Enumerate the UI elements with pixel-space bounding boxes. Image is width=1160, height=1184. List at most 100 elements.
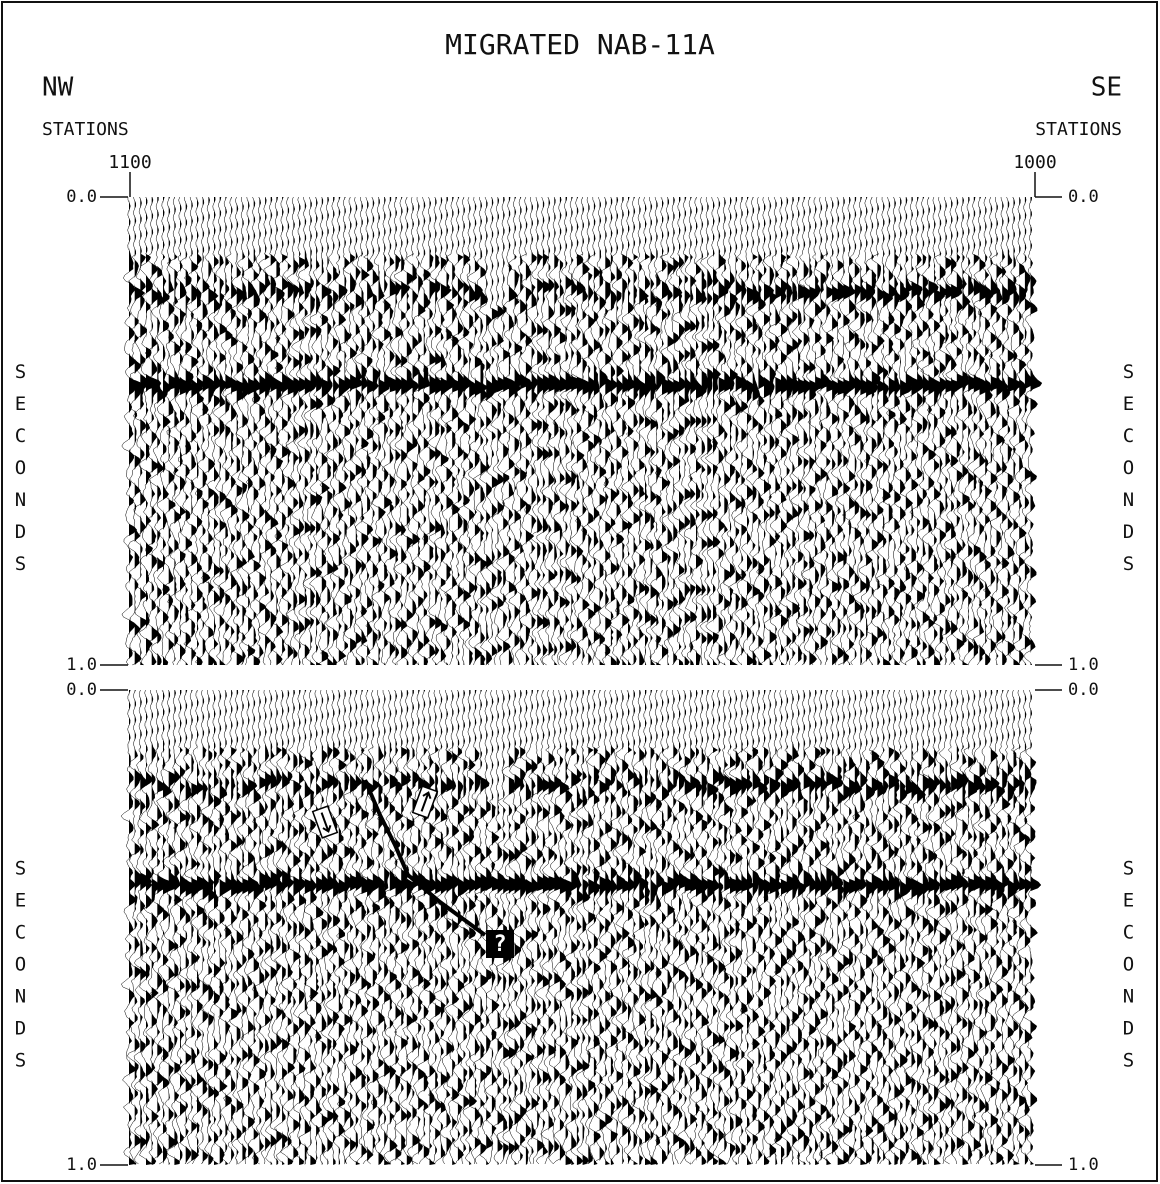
trace-fill — [832, 197, 843, 665]
trace — [598, 689, 615, 1165]
trace — [506, 689, 525, 1165]
trace — [801, 196, 820, 666]
trace-fill — [270, 197, 283, 665]
trace — [909, 196, 926, 666]
trace — [166, 689, 183, 1165]
trace — [196, 689, 213, 1165]
trace — [972, 196, 995, 666]
trace-fill — [883, 690, 891, 1165]
trace — [949, 689, 969, 1165]
trace — [309, 689, 328, 1165]
trace-fill — [752, 690, 761, 1165]
trace — [774, 689, 795, 1165]
trace — [818, 196, 837, 666]
trace — [1006, 689, 1022, 1165]
trace-fill — [367, 690, 379, 1165]
trace-fill — [639, 690, 649, 1165]
trace — [138, 689, 154, 1165]
trace — [309, 196, 324, 666]
trace-fill — [758, 690, 769, 1165]
trace — [479, 196, 496, 666]
trace — [683, 689, 702, 1165]
trace — [955, 689, 971, 1165]
trace — [944, 689, 963, 1165]
trace — [303, 689, 319, 1165]
trace — [1006, 196, 1021, 666]
trace — [370, 196, 390, 666]
trace — [920, 196, 942, 666]
trace — [490, 689, 507, 1165]
trace-fill — [883, 197, 893, 665]
trace-fill — [645, 197, 653, 665]
trace-fill — [593, 197, 602, 665]
trace — [354, 689, 376, 1165]
trace — [734, 196, 751, 666]
trace — [132, 196, 149, 666]
trace-fill — [242, 197, 251, 665]
trace-fill — [690, 690, 702, 1165]
trace — [921, 689, 942, 1165]
trace — [688, 196, 706, 666]
trace-fill — [786, 690, 800, 1165]
trace — [376, 689, 392, 1165]
trace — [416, 689, 438, 1165]
trace — [633, 196, 651, 666]
right-station: 1000 — [1013, 152, 1056, 173]
trace — [274, 196, 291, 666]
trace — [376, 196, 395, 666]
trace — [302, 196, 318, 666]
trace — [501, 196, 522, 666]
trace — [734, 689, 756, 1165]
trace — [338, 196, 356, 666]
trace-fill — [531, 197, 540, 665]
time-label: 1.0 — [1068, 655, 1099, 675]
trace-fill — [282, 690, 291, 1165]
trace — [535, 689, 555, 1165]
trace-fill — [792, 197, 801, 665]
trace — [728, 689, 747, 1165]
trace — [343, 689, 364, 1165]
trace-fill — [231, 690, 240, 1165]
trace — [324, 689, 341, 1165]
trace — [575, 689, 591, 1165]
trace — [212, 196, 228, 666]
axis-label: SECONDS — [1118, 858, 1140, 1082]
trace-fill — [435, 197, 445, 665]
trace-fill — [871, 690, 883, 1165]
left-label: STATIONS — [42, 119, 129, 140]
trace-fill — [803, 197, 813, 665]
trace — [201, 196, 219, 666]
trace-fill — [854, 197, 863, 665]
trace — [630, 689, 649, 1165]
trace-fill — [809, 197, 820, 665]
trace — [160, 689, 180, 1165]
trace-fill — [537, 197, 548, 665]
trace — [949, 196, 971, 666]
trace-fill — [265, 690, 276, 1165]
trace — [762, 196, 778, 666]
trace — [1001, 689, 1018, 1165]
trace-fill — [662, 690, 675, 1165]
trace-fill — [214, 197, 223, 665]
trace-fill — [565, 690, 574, 1165]
trace-fill — [457, 197, 466, 665]
trace-fill — [406, 690, 416, 1165]
trace-fill — [214, 690, 222, 1165]
trace — [683, 196, 700, 666]
trace — [1000, 196, 1023, 666]
trace-fill — [582, 197, 592, 665]
trace — [558, 196, 578, 666]
trace — [995, 689, 1011, 1165]
trace-fill — [321, 690, 331, 1165]
trace — [428, 689, 447, 1165]
trace-fill — [911, 690, 923, 1165]
trace — [547, 689, 567, 1165]
trace — [676, 689, 701, 1165]
trace-fill — [554, 690, 567, 1165]
trace — [812, 689, 831, 1165]
trace — [916, 196, 933, 666]
trace-fill — [667, 197, 677, 665]
trace — [292, 689, 307, 1165]
